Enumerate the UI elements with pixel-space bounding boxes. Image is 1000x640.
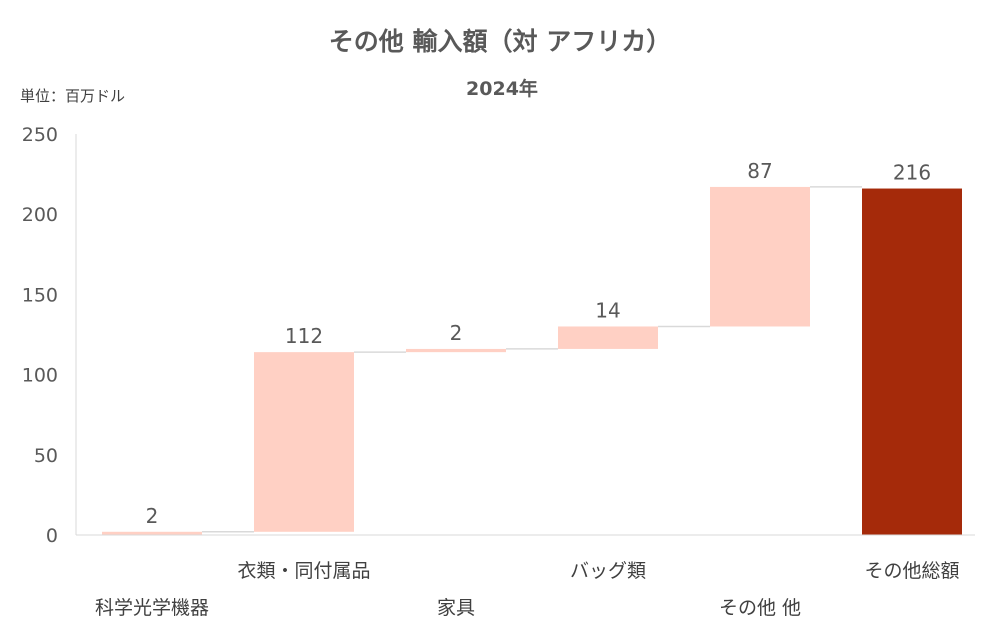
y-tick-label: 200: [22, 204, 58, 226]
unit-label: 単位：百万ドル: [20, 87, 125, 105]
bars: [102, 186, 962, 535]
connector-lines: [202, 186, 862, 533]
data-label: 112: [285, 324, 323, 348]
data-label: 87: [747, 159, 772, 183]
y-tick-label: 250: [22, 124, 58, 146]
category-label: バッグ類: [570, 560, 646, 582]
category-label: 家具: [437, 597, 475, 619]
category-label: 科学光学機器: [95, 597, 209, 619]
increment-bar: [102, 531, 202, 535]
increment-bar: [254, 352, 354, 532]
data-label: 2: [146, 504, 159, 528]
y-tick-label: 150: [22, 284, 58, 306]
data-label: 216: [893, 161, 931, 185]
data-labels: 2 112 2 14 87 216: [146, 159, 931, 528]
category-label: 衣類・同付属品: [237, 560, 370, 582]
category-label: その他総額: [864, 560, 959, 582]
data-label: 2: [450, 321, 463, 345]
y-tick-label: 0: [46, 525, 58, 547]
y-tick-label: 100: [22, 365, 58, 387]
total-bar: [862, 188, 962, 535]
data-label: 14: [595, 298, 620, 322]
y-axis-ticks: 0 50 100 150 200 250: [22, 124, 58, 547]
increment-bar: [710, 186, 810, 327]
chart-title: その他 輸入額（対 アフリカ）: [329, 27, 671, 56]
chart-subtitle: 2024年: [466, 77, 538, 100]
increment-bar: [406, 348, 506, 353]
y-tick-label: 50: [34, 445, 58, 467]
category-label: その他 他: [719, 597, 801, 619]
increment-bar: [558, 326, 658, 349]
